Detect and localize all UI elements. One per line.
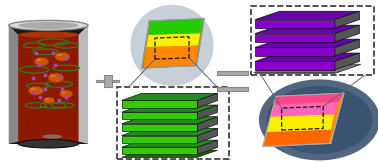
- Ellipse shape: [266, 86, 372, 154]
- Polygon shape: [122, 124, 197, 131]
- Polygon shape: [255, 53, 359, 61]
- Ellipse shape: [18, 22, 79, 29]
- Ellipse shape: [42, 134, 62, 139]
- Ellipse shape: [130, 5, 214, 86]
- Polygon shape: [335, 25, 359, 42]
- Polygon shape: [255, 47, 335, 56]
- Polygon shape: [197, 105, 218, 119]
- Bar: [217, 71, 248, 75]
- Bar: [217, 87, 248, 91]
- Polygon shape: [197, 93, 218, 108]
- Polygon shape: [122, 147, 197, 155]
- Ellipse shape: [259, 79, 378, 160]
- Polygon shape: [255, 20, 335, 28]
- Polygon shape: [122, 140, 218, 147]
- Polygon shape: [270, 102, 338, 117]
- Polygon shape: [274, 94, 343, 104]
- Polygon shape: [335, 39, 359, 56]
- Ellipse shape: [59, 90, 73, 98]
- Ellipse shape: [18, 139, 79, 148]
- Ellipse shape: [18, 31, 79, 38]
- Polygon shape: [267, 114, 334, 132]
- Polygon shape: [335, 11, 359, 28]
- Ellipse shape: [56, 54, 62, 56]
- Polygon shape: [9, 25, 18, 144]
- Polygon shape: [197, 117, 218, 131]
- Polygon shape: [122, 136, 197, 143]
- Bar: [117, 87, 229, 159]
- Ellipse shape: [34, 57, 49, 66]
- Polygon shape: [122, 100, 197, 108]
- Polygon shape: [18, 35, 79, 142]
- Polygon shape: [255, 61, 335, 70]
- Polygon shape: [255, 11, 359, 20]
- Polygon shape: [255, 39, 359, 47]
- Ellipse shape: [45, 98, 49, 100]
- Polygon shape: [197, 128, 218, 143]
- Polygon shape: [255, 34, 335, 42]
- Polygon shape: [265, 130, 331, 146]
- Ellipse shape: [9, 20, 88, 30]
- Polygon shape: [9, 25, 88, 144]
- Bar: [251, 6, 374, 75]
- Ellipse shape: [48, 73, 64, 82]
- Polygon shape: [144, 45, 198, 67]
- Polygon shape: [122, 117, 218, 124]
- Polygon shape: [197, 140, 218, 155]
- Polygon shape: [255, 65, 359, 73]
- Polygon shape: [255, 25, 359, 34]
- Ellipse shape: [30, 88, 36, 90]
- Ellipse shape: [36, 59, 42, 61]
- Bar: [104, 75, 112, 87]
- Polygon shape: [122, 150, 218, 157]
- Polygon shape: [122, 105, 218, 112]
- Polygon shape: [122, 93, 218, 100]
- Polygon shape: [149, 19, 203, 35]
- Polygon shape: [335, 53, 359, 70]
- Ellipse shape: [50, 75, 56, 77]
- Polygon shape: [79, 25, 88, 144]
- Ellipse shape: [28, 86, 43, 95]
- Ellipse shape: [55, 52, 70, 61]
- Ellipse shape: [61, 91, 66, 94]
- Polygon shape: [142, 19, 204, 68]
- Polygon shape: [254, 64, 361, 73]
- Polygon shape: [122, 128, 218, 136]
- Ellipse shape: [43, 97, 55, 104]
- Bar: [96, 81, 119, 82]
- Polygon shape: [122, 112, 197, 119]
- Polygon shape: [263, 93, 344, 147]
- Polygon shape: [146, 33, 200, 47]
